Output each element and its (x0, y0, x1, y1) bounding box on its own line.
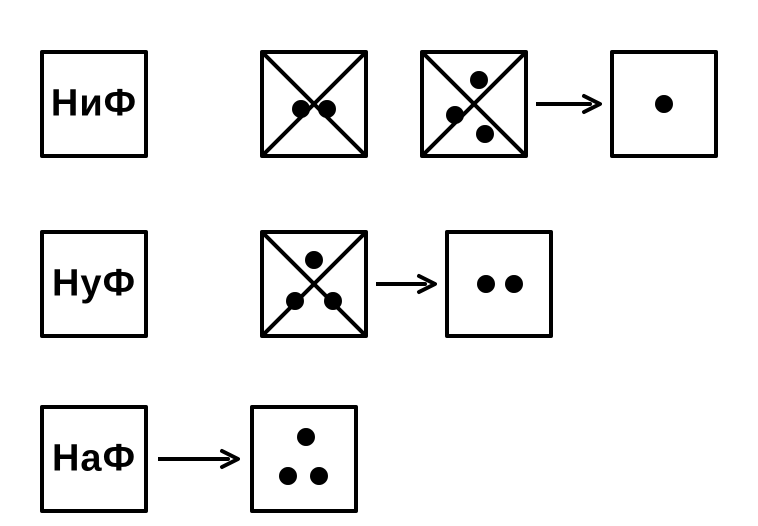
dot (446, 106, 464, 124)
box-row2-step0 (260, 230, 368, 338)
row1-label-text: НиФ (51, 83, 137, 126)
box-row1-step1 (420, 50, 528, 158)
dot (279, 467, 297, 485)
box-row2-step1 (445, 230, 553, 338)
diagram-stage: НиФ НуФ НаФ (0, 0, 758, 526)
arrow (536, 92, 602, 116)
row3-label-text: НаФ (52, 438, 136, 481)
dot (286, 292, 304, 310)
dot (655, 95, 673, 113)
box-row1-step0 (260, 50, 368, 158)
dot (476, 125, 494, 143)
row2-label-text: НуФ (52, 263, 136, 306)
dot (505, 275, 523, 293)
arrow (376, 272, 437, 296)
dot (477, 275, 495, 293)
box-row1-step2 (610, 50, 718, 158)
arrow (158, 447, 240, 471)
box-row3-step0 (250, 405, 358, 513)
